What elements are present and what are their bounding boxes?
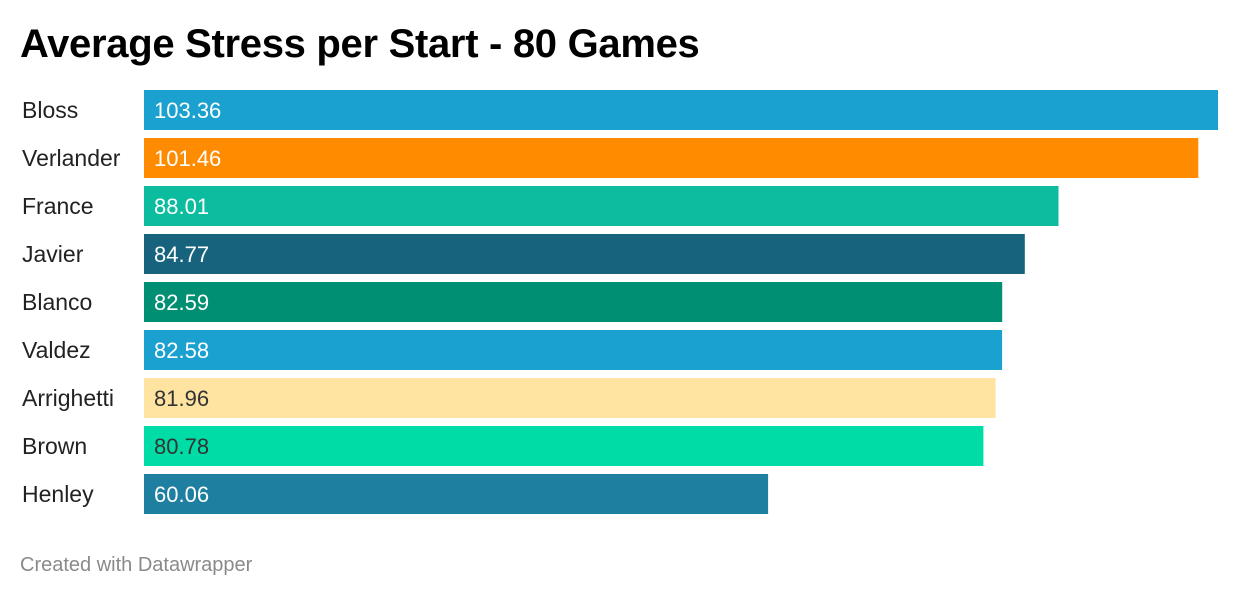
value-label: 84.77 (154, 242, 209, 267)
chart-title: Average Stress per Start - 80 Games (20, 22, 700, 66)
bar (144, 138, 1199, 178)
value-label: 88.01 (154, 194, 209, 219)
category-label: Arrighetti (22, 385, 114, 411)
category-label: Verlander (22, 145, 121, 171)
category-label: Blanco (22, 289, 92, 315)
bar (144, 330, 1003, 370)
category-label: Henley (22, 481, 94, 507)
value-label: 82.59 (154, 290, 209, 315)
category-label: Bloss (22, 97, 78, 123)
category-label: France (22, 193, 94, 219)
value-label: 80.78 (154, 434, 209, 459)
category-label: Valdez (22, 337, 91, 363)
value-label: 60.06 (154, 482, 209, 507)
value-label: 101.46 (154, 146, 221, 171)
category-label: Brown (22, 433, 87, 459)
bar (144, 378, 996, 418)
value-label: 81.96 (154, 386, 209, 411)
category-label: Javier (22, 241, 84, 267)
bar (144, 282, 1003, 322)
datawrapper-credit: Created with Datawrapper (20, 554, 253, 576)
value-label: 103.36 (154, 98, 221, 123)
bar (144, 186, 1059, 226)
bar (144, 90, 1218, 130)
bar (144, 234, 1025, 274)
bar (144, 474, 769, 514)
value-label: 82.58 (154, 338, 209, 363)
bar (144, 426, 984, 466)
